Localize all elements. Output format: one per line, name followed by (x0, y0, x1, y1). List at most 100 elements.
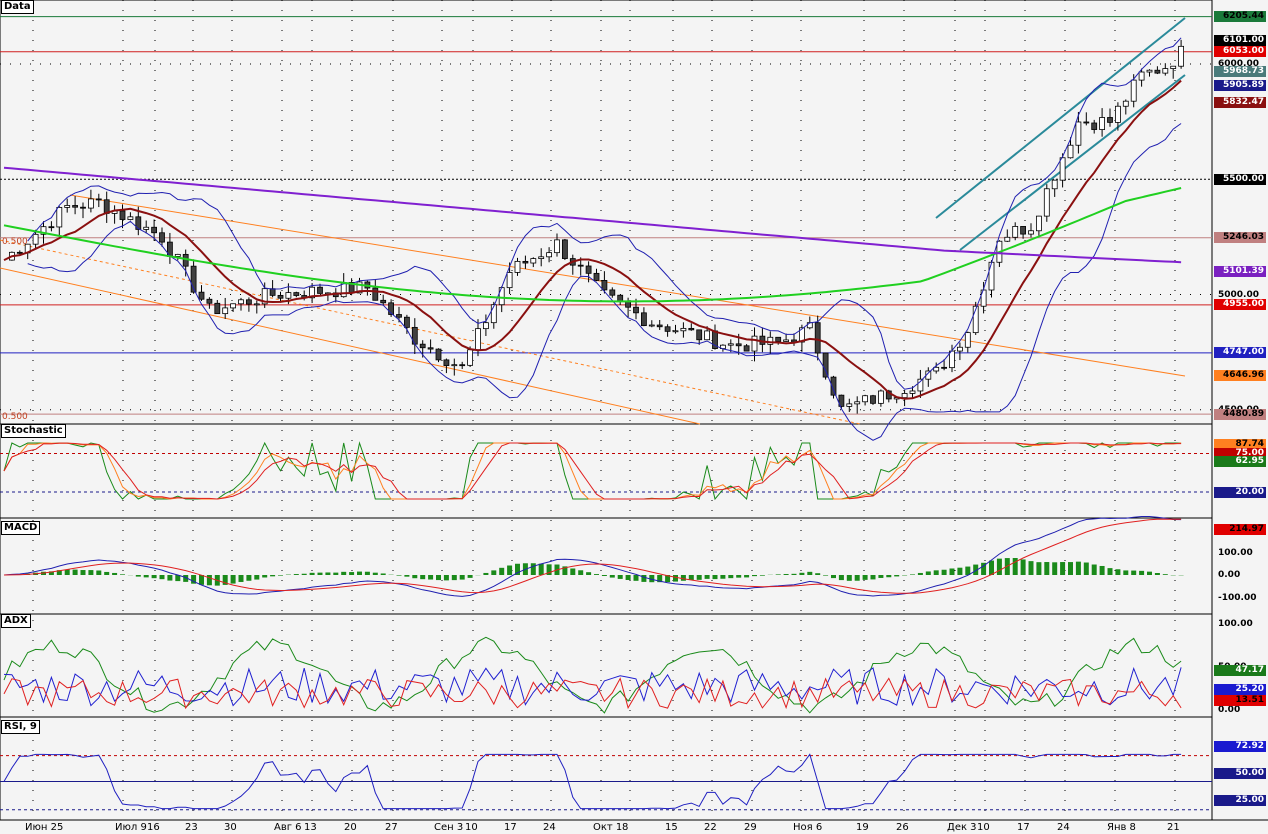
candle-body (475, 328, 481, 351)
candle-body (64, 205, 71, 208)
candle-body (451, 364, 458, 367)
macd-histogram-bar (1012, 558, 1018, 575)
candle-body (40, 226, 47, 235)
candle-body (419, 343, 426, 349)
time-axis-label: Дек 3 (947, 822, 977, 833)
macd-histogram-bar (206, 575, 212, 586)
candle-body (119, 210, 126, 220)
candle-body (372, 287, 379, 301)
candle-body (1178, 45, 1184, 67)
candle-body (1130, 79, 1137, 102)
macd-histogram-bar (601, 575, 607, 577)
time-axis-label: 16 (147, 822, 160, 833)
candle-body (277, 294, 284, 299)
macd-histogram-bar (96, 570, 102, 575)
channel-lower (959, 74, 1186, 251)
candle-body (198, 291, 205, 300)
time-axis-label: 21 (1167, 822, 1180, 833)
time-axis-label: 24 (543, 822, 556, 833)
macd-histogram-bar (649, 575, 655, 583)
macd-histogram-bar (617, 575, 623, 579)
macd-histogram-bar (88, 570, 94, 575)
candle-body (901, 393, 908, 399)
macd-histogram-bar (1075, 561, 1081, 575)
macd-histogram-bar (1139, 570, 1145, 575)
candle-body (490, 304, 497, 324)
rsi-tag: 72.92 (1214, 740, 1266, 752)
candle-body (1075, 121, 1082, 146)
time-axis-label: 10 (977, 822, 990, 833)
macd-histogram-bar (910, 574, 915, 575)
candle-body (56, 207, 63, 228)
candle-body (1028, 230, 1034, 235)
candle-body (356, 281, 363, 294)
time-axis-label: 13 (304, 822, 317, 833)
candle-body (957, 346, 963, 352)
candle-body (1146, 69, 1153, 73)
candle-body (1043, 188, 1050, 217)
macd-histogram-bar (752, 575, 757, 577)
macd-histogram-bar (854, 575, 860, 581)
macd-histogram-bar (341, 571, 347, 575)
bollinger-upper (27, 37, 1182, 390)
stochastic-panel-label: Stochastic (1, 424, 66, 438)
macd-histogram-bar (64, 569, 70, 575)
candle-body (1154, 69, 1161, 74)
candle-body (498, 287, 505, 306)
macd-histogram-bar (688, 575, 694, 581)
candle-body (443, 359, 450, 366)
macd-histogram-bar (175, 575, 181, 582)
macd-histogram-bar (436, 575, 441, 581)
candle-body (135, 216, 142, 230)
macd-histogram-bar (973, 564, 979, 575)
candle-body (48, 226, 55, 229)
candle-body (688, 327, 695, 331)
macd-histogram-bar (680, 575, 686, 581)
candle-body (775, 336, 782, 342)
candle-body (522, 260, 529, 264)
macd-axis-label: -100.00 (1218, 592, 1257, 603)
macd-histogram-bar (933, 570, 939, 575)
adx-tag: 13.51 (1214, 694, 1266, 706)
price-tag: 4747.00 (1214, 347, 1266, 359)
adx-plus-di (3, 666, 1182, 707)
candle-body (530, 258, 537, 264)
time-axis-label: 17 (504, 822, 517, 833)
time-axis-label: 30 (224, 822, 237, 833)
macd-histogram-bar (104, 571, 110, 575)
rsi-tag: 50.00 (1214, 767, 1266, 779)
price-axis-label: 6000.00 (1218, 59, 1259, 69)
trendline-orange-dashed (0, 239, 861, 425)
macd-histogram-bar (1131, 570, 1137, 575)
macd-histogram-bar (1099, 565, 1105, 575)
macd-histogram-bar (183, 575, 189, 582)
macd-histogram-bar (941, 569, 947, 575)
macd-signal (3, 518, 1182, 594)
candle-body (261, 288, 268, 305)
macd-histogram-bar (728, 575, 734, 579)
macd-histogram-bar (862, 575, 868, 580)
time-axis-label: 20 (344, 822, 357, 833)
candle-body (743, 345, 750, 352)
candle-body (838, 394, 845, 407)
macd-histogram-bar (262, 575, 268, 578)
macd-histogram-bar (48, 571, 54, 575)
candle-body (1059, 157, 1066, 181)
candle-body (151, 226, 158, 234)
macd-histogram-bar (894, 575, 900, 577)
candle-body (1107, 117, 1113, 123)
candle-body (562, 239, 568, 259)
trendline-orange-1 (69, 194, 1186, 377)
macd-histogram-bar (594, 574, 599, 575)
macd-histogram-bar (1068, 562, 1073, 575)
time-axis-label: 19 (856, 822, 869, 833)
candle-body (88, 198, 94, 209)
ma-short (3, 79, 1182, 400)
ma-long (3, 166, 1182, 264)
macd-histogram-bar (546, 564, 552, 575)
price-tag: 5832.47 (1214, 97, 1266, 109)
macd-histogram-bar (783, 573, 789, 575)
macd-histogram-bar (925, 571, 931, 575)
candle-body (388, 302, 395, 315)
